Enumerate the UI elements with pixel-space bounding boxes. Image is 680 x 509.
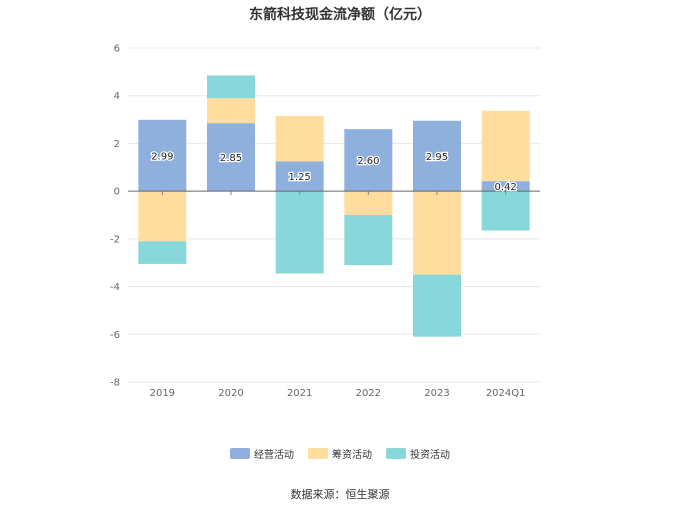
x-tick-label: 2023 [424,388,449,399]
bar-series-0-2022 [344,129,393,192]
bar-series-1-2022 [344,191,393,215]
x-tick-label: 2019 [150,388,175,399]
y-tick-label: -2 [110,234,120,245]
bar-series-1-2024Q1 [481,110,530,182]
bar-series-1-2019 [138,191,187,242]
bar-series-0-2023 [413,120,461,192]
legend-swatch [308,448,328,459]
data-label: 2.99 [151,151,173,162]
data-label: 2.60 [357,156,379,167]
bar-series-1-2020 [207,98,255,124]
bar-series-2-2019 [138,241,187,264]
y-tick-label: -4 [110,282,120,293]
chart-title: 东箭科技现金流净额（亿元） [249,7,431,23]
data-label: 2.95 [426,152,448,163]
data-source-note: 数据来源：恒生聚源 [290,488,390,501]
legend-item-0[interactable]: 经营活动 [230,446,294,461]
bar-series-2-2023 [413,274,461,337]
bar-series-2-2022 [344,215,393,266]
data-label: 2.85 [220,153,242,164]
y-tick-label: 2 [114,139,120,150]
bar-series-2-2024Q1 [481,191,530,231]
data-label: 1.25 [289,172,311,183]
bar-series-0-2020 [207,123,255,192]
y-tick-label: 4 [114,91,120,102]
x-tick-label: 2024Q1 [486,388,526,399]
bar-series-1-2023 [413,191,461,275]
x-tick-label: 2022 [356,388,381,399]
legend-label: 投资活动 [410,450,450,461]
bar-series-0-2019 [138,119,187,192]
y-tick-label: -8 [110,378,120,389]
legend-label: 筹资活动 [332,450,372,461]
data-label: 0.42 [495,182,517,193]
legend-item-2[interactable]: 投资活动 [386,446,450,461]
legend-swatch [230,448,250,459]
x-tick-label: 2020 [218,388,243,399]
x-tick-label: 2021 [287,388,312,399]
y-tick-label: -6 [110,330,120,341]
legend-label: 经营活动 [254,450,294,461]
legend-swatch [386,448,406,459]
chart-legend: 经营活动 筹资活动 投资活动 [0,446,680,462]
bar-series-2-2021 [275,191,324,274]
legend-item-1[interactable]: 筹资活动 [308,446,372,461]
bar-series-2-2020 [207,75,255,99]
y-tick-label: 6 [114,44,120,55]
bar-series-1-2021 [275,115,324,162]
y-tick-label: 0 [114,187,120,198]
bar-series-0-2024Q1 [481,181,530,192]
bar-series-0-2021 [275,161,324,192]
